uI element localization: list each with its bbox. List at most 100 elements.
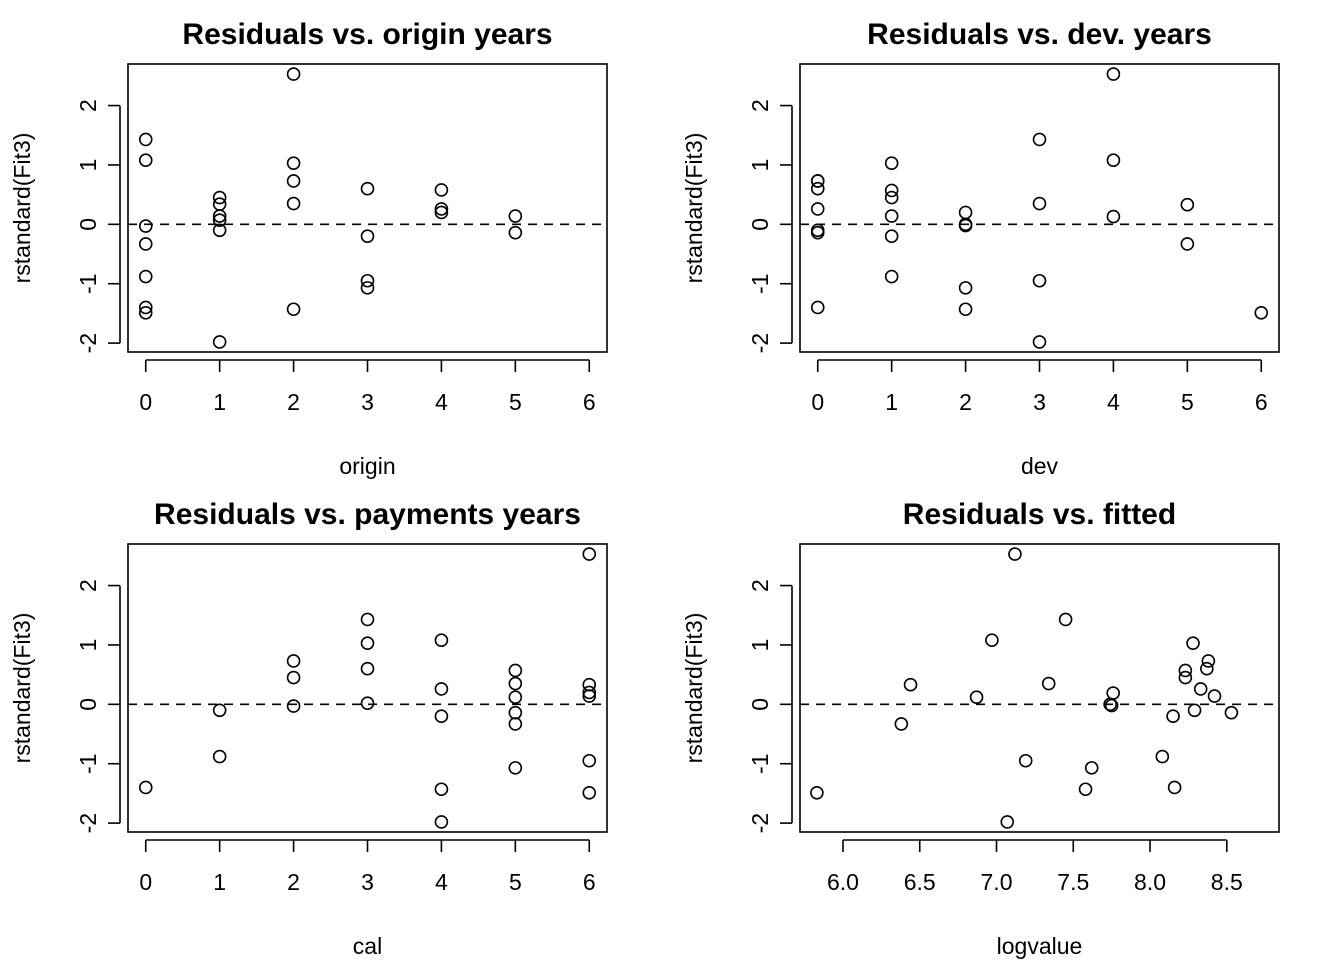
- data-point: [1058, 612, 1073, 627]
- data-point: [212, 703, 227, 718]
- y-tick-label: -2: [75, 333, 101, 353]
- data-point: [286, 302, 301, 317]
- data-point: [1155, 749, 1170, 764]
- data-point: [286, 699, 301, 713]
- y-axis-label: rstandard(Fit3): [681, 613, 707, 764]
- x-tick-label: 6: [583, 869, 596, 895]
- data-point: [1178, 670, 1193, 685]
- x-tick-label: 4: [435, 869, 448, 895]
- data-point: [434, 682, 449, 696]
- data-point: [810, 786, 824, 800]
- y-tick-label: -2: [747, 813, 773, 833]
- data-point: [884, 156, 899, 170]
- data-point: [286, 156, 301, 170]
- data-point: [1180, 237, 1195, 251]
- data-point: [1201, 654, 1216, 668]
- data-point: [212, 209, 227, 223]
- y-tick-label: 0: [747, 698, 773, 711]
- data-point: [434, 815, 449, 829]
- data-point: [1032, 335, 1047, 349]
- data-point: [1032, 196, 1047, 211]
- data-point: [360, 696, 375, 710]
- data-point: [1032, 273, 1047, 288]
- data-point: [1084, 761, 1099, 775]
- data-point: [138, 219, 153, 233]
- x-tick-label: 3: [1033, 389, 1046, 415]
- data-point: [1224, 705, 1239, 720]
- data-point: [138, 780, 153, 795]
- data-point: [1186, 636, 1200, 650]
- x-axis-label: origin: [339, 453, 395, 479]
- data-point: [508, 225, 523, 240]
- x-tick-label: 1: [213, 389, 226, 415]
- y-axis-label: rstandard(Fit3): [681, 133, 707, 284]
- chart-panel-2: Residuals vs. dev. years 0 1 2 3 4 5 6 dev -2 -1 0 1…: [681, 18, 1280, 479]
- data-point: [434, 183, 449, 197]
- x-axis-label: dev: [1021, 453, 1059, 479]
- x-tick-label: 5: [1181, 389, 1194, 415]
- panel-title: Residuals vs. fitted: [903, 498, 1176, 531]
- x-tick-label: 4: [1107, 389, 1120, 415]
- x-tick-label: 7.0: [981, 869, 1013, 895]
- y-tick-label: 0: [75, 698, 101, 711]
- x-tick-label: 3: [361, 869, 374, 895]
- data-point: [212, 335, 227, 349]
- data-point: [286, 174, 301, 188]
- data-point: [1000, 815, 1015, 829]
- y-tick-label: 2: [747, 579, 773, 592]
- data-point: [508, 761, 523, 775]
- y-tick-label: -1: [747, 273, 773, 293]
- x-tick-label: 4: [435, 389, 448, 415]
- data-point: [434, 202, 449, 216]
- data-point: [286, 67, 301, 81]
- data-point: [1106, 209, 1121, 224]
- data-point: [434, 633, 449, 647]
- data-point: [810, 225, 825, 240]
- data-point: [138, 300, 153, 315]
- y-tick-label: 0: [747, 218, 773, 231]
- x-tick-label: 1: [885, 389, 898, 415]
- data-point: [582, 786, 597, 800]
- data-point: [286, 654, 301, 668]
- data-point: [884, 209, 899, 223]
- data-point: [138, 132, 153, 147]
- plot-frame: [799, 63, 1280, 353]
- y-tick-label: -1: [747, 753, 773, 773]
- data-point: [958, 302, 973, 317]
- chart-panel-1: Residuals vs. origin years 0 1 2 3 4 5 6 origin -…: [9, 18, 608, 479]
- y-axis-label: rstandard(Fit3): [9, 613, 35, 764]
- y-tick-label: -1: [75, 273, 101, 293]
- data-point: [1008, 547, 1022, 561]
- panel-title: Residuals vs. origin years: [182, 18, 552, 51]
- data-point: [138, 153, 153, 167]
- x-tick-label: 5: [509, 869, 522, 895]
- data-point: [138, 237, 153, 251]
- data-point: [1106, 686, 1120, 700]
- chart-panel-4: Residuals vs. fitted 6.0 6.5 7.0 7.5 8.0 8.5 lo…: [681, 498, 1280, 959]
- y-tick-label: 1: [747, 639, 773, 652]
- data-point: [582, 689, 597, 703]
- data-point: [884, 229, 899, 244]
- y-axis-label: rstandard(Fit3): [9, 133, 35, 284]
- chart-panel-3: Residuals vs. payments years 0 1 2 3 4 5 6 cal -2…: [9, 498, 608, 959]
- x-tick-label: 6.5: [904, 869, 936, 895]
- data-point: [884, 269, 899, 284]
- data-point: [1187, 703, 1202, 718]
- data-point: [360, 281, 375, 295]
- panel-title: Residuals vs. payments years: [154, 498, 581, 531]
- y-tick-label: 1: [75, 159, 101, 172]
- data-point: [1106, 67, 1121, 81]
- data-point: [1178, 663, 1193, 678]
- data-point: [508, 717, 523, 731]
- data-point: [985, 633, 999, 647]
- y-tick-label: 1: [747, 159, 773, 172]
- data-point: [810, 202, 825, 216]
- x-tick-label: 2: [287, 389, 300, 415]
- x-tick-label: 3: [361, 389, 374, 415]
- data-point: [958, 281, 973, 295]
- data-point: [582, 753, 597, 768]
- y-tick-label: 2: [75, 99, 101, 112]
- x-tick-label: 6: [583, 389, 596, 415]
- data-point: [1166, 709, 1180, 724]
- data-point: [434, 205, 449, 220]
